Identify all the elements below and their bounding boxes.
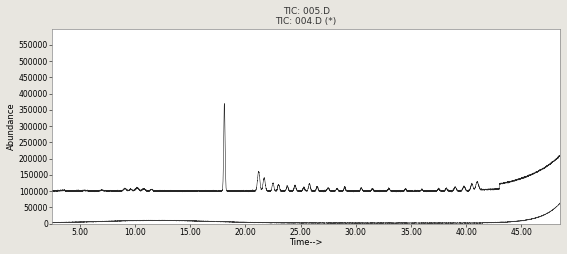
X-axis label: Time-->: Time--> xyxy=(289,238,323,247)
Title: TIC: 005.D
TIC: 004.D (*): TIC: 005.D TIC: 004.D (*) xyxy=(276,7,337,26)
Y-axis label: Abundance: Abundance xyxy=(7,102,16,150)
